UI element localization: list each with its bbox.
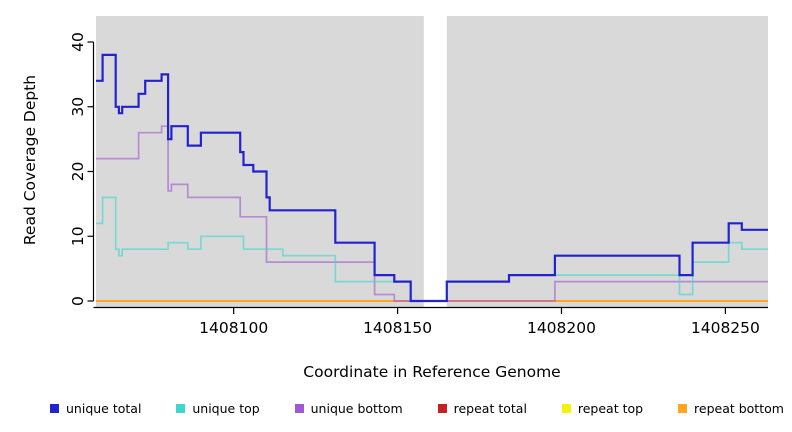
y-axis-title: Read Coverage Depth: [21, 74, 39, 246]
legend-item-repeat-total: repeat total: [437, 401, 527, 416]
x-tick-label: 1408200: [527, 319, 596, 337]
legend-swatch-icon-unique-total: [50, 404, 59, 413]
no-data-gap-band: [423, 16, 447, 307]
legend-label-repeat-total: repeat total: [453, 401, 527, 416]
legend-swatch-icon-unique-top: [176, 404, 186, 413]
legend-swatch-icon-repeat-total: [437, 404, 447, 413]
legend-swatch-icon-repeat-bottom: [678, 404, 688, 413]
x-tick-label: 1408250: [691, 319, 760, 337]
x-axis-title: Coordinate in Reference Genome: [303, 363, 561, 381]
legend-label-unique-total: unique total: [66, 401, 142, 416]
x-tick-label: 1408150: [363, 319, 432, 337]
series-unique-top: [96, 196, 768, 302]
legend-label-unique-bottom: unique bottom: [310, 401, 403, 416]
legend-item-unique-total: unique total: [50, 401, 141, 416]
y-tick-label: 30: [69, 97, 87, 117]
series-unique-bottom: [96, 125, 768, 302]
y-tick-label: 40: [69, 32, 87, 52]
legend-label-unique-top: unique top: [192, 401, 260, 416]
legend: unique total unique top unique bottom repea…: [50, 401, 784, 416]
coverage-plot-canvas: 0 10 20 30 40 1408100 1408150 1408200 1408250: [69, 16, 768, 337]
y-tick-label: 0: [69, 296, 87, 306]
legend-swatch-icon-repeat-top: [561, 404, 571, 413]
legend-label-repeat-top: repeat top: [577, 401, 644, 416]
x-tick-label: 1408100: [199, 319, 268, 337]
y-tick-label: 10: [69, 226, 87, 246]
y-tick-label: 20: [69, 162, 87, 182]
legend-swatch-icon-unique-bottom: [294, 404, 304, 413]
series-unique-total: [96, 53, 768, 303]
legend-item-repeat-top: repeat top: [561, 401, 644, 416]
legend-item-repeat-bottom: repeat bottom: [678, 401, 784, 416]
legend-item-unique-top: unique top: [176, 401, 260, 416]
legend-label-repeat-bottom: repeat bottom: [694, 401, 784, 416]
legend-item-unique-bottom: unique bottom: [294, 401, 403, 416]
